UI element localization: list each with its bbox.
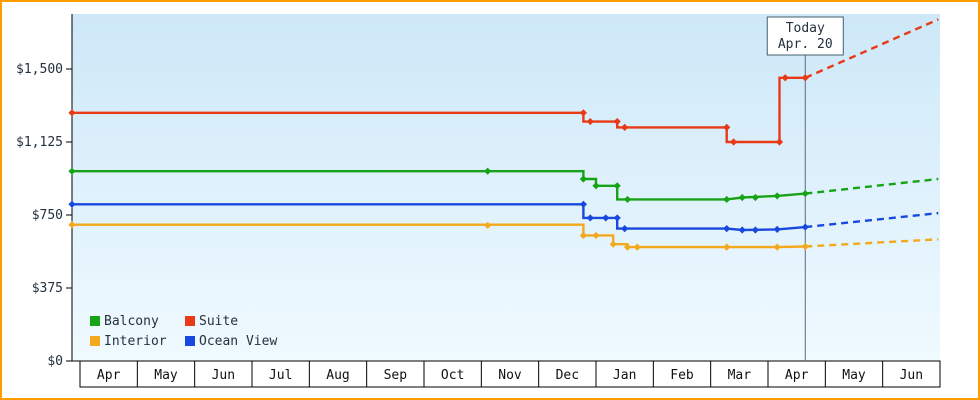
series-marker-ocean-view xyxy=(602,214,610,222)
series-marker-balcony xyxy=(723,195,731,204)
series-line-suite xyxy=(72,76,806,144)
month-label-nov-7: Nov xyxy=(498,368,522,383)
series-marker-ocean-view xyxy=(751,226,759,234)
legend-label-balcony: Balcony xyxy=(104,314,159,329)
series-marker-suite xyxy=(621,123,629,131)
series-marker-interior xyxy=(68,221,76,229)
legend-swatch-balcony xyxy=(90,316,100,326)
series-marker-suite xyxy=(730,138,738,146)
series-marker-balcony xyxy=(613,182,621,190)
month-label-apr-12: Apr xyxy=(785,368,809,383)
month-label-sep-5: Sep xyxy=(384,368,408,383)
series-marker-ocean-view xyxy=(738,226,746,234)
month-label-feb-10: Feb xyxy=(670,368,694,383)
series-line-ocean-view xyxy=(72,203,806,232)
series-marker-balcony xyxy=(592,182,600,190)
legend-label-ocean-view: Ocean View xyxy=(199,334,277,349)
month-label-dec-8: Dec xyxy=(556,368,579,383)
series-marker-balcony xyxy=(773,192,781,200)
series-marker-ocean-view xyxy=(773,225,781,234)
series-marker-suite xyxy=(775,138,784,146)
series-marker-ocean-view xyxy=(723,225,731,233)
series-marker-interior xyxy=(592,231,600,240)
series-marker-interior xyxy=(773,243,781,251)
legend-swatch-ocean-view xyxy=(185,336,195,346)
series-marker-balcony xyxy=(68,167,76,175)
series-marker-suite xyxy=(781,74,789,82)
series-marker-interior xyxy=(484,221,492,229)
month-label-jul-3: Jul xyxy=(269,368,292,383)
month-label-apr-0: Apr xyxy=(97,368,121,383)
series-marker-ocean-view xyxy=(579,200,587,208)
series-marker-suite xyxy=(801,74,809,82)
month-label-may-13: May xyxy=(842,368,866,383)
month-label-may-1: May xyxy=(154,368,178,383)
today-box xyxy=(766,16,844,56)
series-marker-interior xyxy=(623,243,632,251)
series-marker-suite xyxy=(723,123,731,131)
month-label-jun-2: Jun xyxy=(212,368,235,383)
series-marker-balcony xyxy=(738,193,746,202)
series-marker-suite xyxy=(586,117,594,126)
series-marker-interior xyxy=(609,240,617,248)
series-forecast-interior xyxy=(805,238,939,248)
series-marker-balcony xyxy=(801,189,809,198)
series-marker-interior xyxy=(579,231,587,240)
series-forecast-balcony xyxy=(805,177,939,195)
series-forecast-ocean-view xyxy=(805,211,939,229)
series-marker-interior xyxy=(633,243,641,251)
month-label-jan-9: Jan xyxy=(613,368,636,383)
month-label-oct-6: Oct xyxy=(441,368,464,383)
today-box-title: Today xyxy=(786,21,825,36)
month-label-jun-14: Jun xyxy=(900,368,923,383)
series-marker-interior xyxy=(801,242,809,251)
y-axis-label: $750 xyxy=(32,208,63,223)
legend-swatch-suite xyxy=(185,316,195,326)
series-forecast-suite xyxy=(804,18,939,79)
y-axis-label: $375 xyxy=(32,281,63,296)
month-row xyxy=(79,360,941,388)
series-marker-suite xyxy=(579,109,587,117)
series-marker-ocean-view xyxy=(621,225,629,233)
series-marker-ocean-view xyxy=(68,200,76,208)
series-marker-ocean-view xyxy=(613,214,621,222)
series-marker-suite xyxy=(68,109,76,117)
series-marker-suite xyxy=(613,117,621,126)
y-axis-label: $0 xyxy=(47,354,63,369)
series-marker-balcony xyxy=(484,167,492,175)
legend-label-interior: Interior xyxy=(104,334,167,349)
plot-background xyxy=(72,14,940,361)
today-box-date: Apr. 20 xyxy=(778,37,833,52)
series-marker-ocean-view xyxy=(801,223,809,231)
series-marker-balcony xyxy=(579,175,587,183)
legend-swatch-interior xyxy=(90,336,100,346)
month-label-mar-11: Mar xyxy=(728,368,752,383)
series-marker-ocean-view xyxy=(586,214,594,222)
month-label-aug-4: Aug xyxy=(326,368,349,383)
series-marker-interior xyxy=(723,243,731,251)
series-marker-balcony xyxy=(623,195,632,204)
y-axis-label: $1,125 xyxy=(16,135,63,150)
series-marker-balcony xyxy=(751,193,759,202)
legend-label-suite: Suite xyxy=(199,314,238,329)
y-axis-label: $1,500 xyxy=(16,62,63,77)
